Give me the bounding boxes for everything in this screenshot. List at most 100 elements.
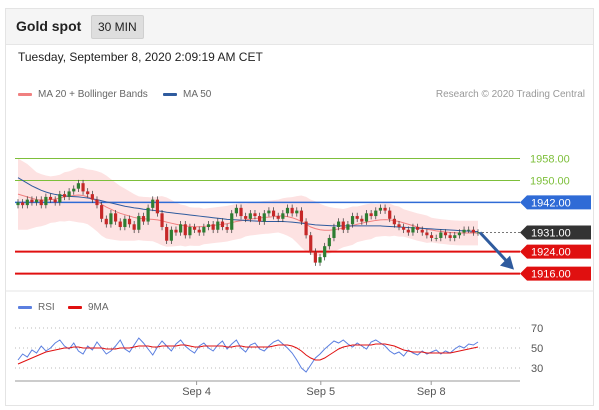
candle-body <box>244 216 248 219</box>
candle-body <box>337 221 341 228</box>
candle-body <box>304 221 308 236</box>
candle-body <box>220 221 225 228</box>
candle-body <box>76 183 81 189</box>
rsi-tick-70: 70 <box>531 323 543 335</box>
candle-body <box>206 224 211 228</box>
candle-body <box>104 218 108 225</box>
legend-ma50: MA 50 <box>163 89 211 100</box>
instrument-title: Gold spot <box>16 18 82 34</box>
candle-body <box>374 210 378 217</box>
rsi-tick-30: 30 <box>531 363 543 375</box>
candle-body <box>253 213 257 217</box>
legend-rsi: RSI <box>18 302 55 313</box>
candle-body <box>364 213 369 222</box>
candle-body <box>211 224 215 230</box>
candle-body <box>72 188 76 192</box>
candle-body <box>327 237 331 247</box>
candle-body <box>155 199 159 214</box>
candle-body <box>39 199 43 206</box>
candle-body <box>309 235 313 252</box>
legend-9ma-label: 9MA <box>88 302 109 313</box>
candle-body <box>146 207 150 222</box>
candle-body <box>411 227 415 233</box>
candle-body <box>132 224 136 230</box>
candle-body <box>192 227 197 230</box>
candle-body <box>67 191 71 197</box>
candle-body <box>48 196 53 200</box>
research-credit: Research © 2020 Trading Central <box>435 89 585 100</box>
candle-body <box>281 213 285 219</box>
candle-body <box>169 229 173 241</box>
candle-body <box>174 229 178 233</box>
candle-body <box>179 224 183 233</box>
level-tag-1942.00 <box>520 195 591 210</box>
candle-body <box>332 227 336 238</box>
candle-body <box>248 213 252 219</box>
candle-body <box>123 218 127 228</box>
candle-body <box>467 229 471 231</box>
candle-body <box>429 235 434 238</box>
candle-body <box>383 207 387 211</box>
candle-body <box>25 199 29 206</box>
timeframe-badge[interactable]: 30 MIN <box>91 15 144 39</box>
candle-body <box>202 227 206 233</box>
candle-body <box>369 213 373 217</box>
candle-body <box>216 221 220 230</box>
candle-body <box>388 210 392 219</box>
ma50-line <box>17 177 479 233</box>
candle-body <box>262 213 266 222</box>
level-label-1924.00: 1924.00 <box>531 247 571 259</box>
candle-body <box>30 199 34 203</box>
candle-body <box>230 213 234 230</box>
rsi-line <box>17 337 479 373</box>
candle-body <box>415 227 420 230</box>
candle-body <box>285 207 290 214</box>
candle-body <box>439 232 443 238</box>
candle-body <box>471 229 475 233</box>
candle-body <box>34 199 39 203</box>
candle-body <box>225 227 229 230</box>
candle-body <box>425 232 429 236</box>
level-label-1942.00: 1942.00 <box>531 197 571 209</box>
candle-body <box>62 194 67 197</box>
level-label-1950.00: 1950.00 <box>530 175 570 187</box>
level-label-1916.00: 1916.00 <box>531 269 571 281</box>
candle-body <box>81 183 85 192</box>
x-tick-label: Sep 8 <box>417 386 446 398</box>
candle-body <box>392 218 396 225</box>
legend-ma50-label: MA 50 <box>183 89 212 100</box>
candle-body <box>197 229 201 233</box>
candle-body <box>258 216 262 222</box>
candle-body <box>151 199 155 208</box>
candle-body <box>16 202 20 206</box>
candle-body <box>378 207 383 211</box>
legend-ma20: MA 20 + Bollinger Bands <box>18 89 148 100</box>
level-tag-1916.00 <box>520 266 591 281</box>
candle-body <box>21 202 25 206</box>
candle-body <box>350 216 355 225</box>
level-tag-1924.00 <box>520 244 591 259</box>
candle-body <box>453 235 457 238</box>
candle-body <box>360 218 364 222</box>
timestamp: Tuesday, September 8, 2020 2:09:19 AM CE… <box>18 50 263 64</box>
candle-body <box>100 205 104 219</box>
candle-body <box>397 224 401 228</box>
candle-body <box>290 207 294 214</box>
candle-body <box>341 221 345 230</box>
level-tag-1931.00 <box>520 225 591 240</box>
projection-arrow-head <box>500 255 514 270</box>
chart-header: Gold spot 30 MIN <box>6 9 593 45</box>
candle-body <box>318 257 322 263</box>
candle-body <box>434 237 438 239</box>
x-tick-label: Sep 5 <box>306 386 335 398</box>
level-label-1958.00: 1958.00 <box>530 154 570 166</box>
candle-body <box>313 251 317 263</box>
candle-body <box>165 227 169 241</box>
candle-body <box>276 216 280 219</box>
candle-body <box>267 210 271 214</box>
candle-body <box>346 224 350 230</box>
candle-body <box>234 207 238 214</box>
bollinger-band <box>18 158 478 257</box>
candle-body <box>448 235 452 238</box>
